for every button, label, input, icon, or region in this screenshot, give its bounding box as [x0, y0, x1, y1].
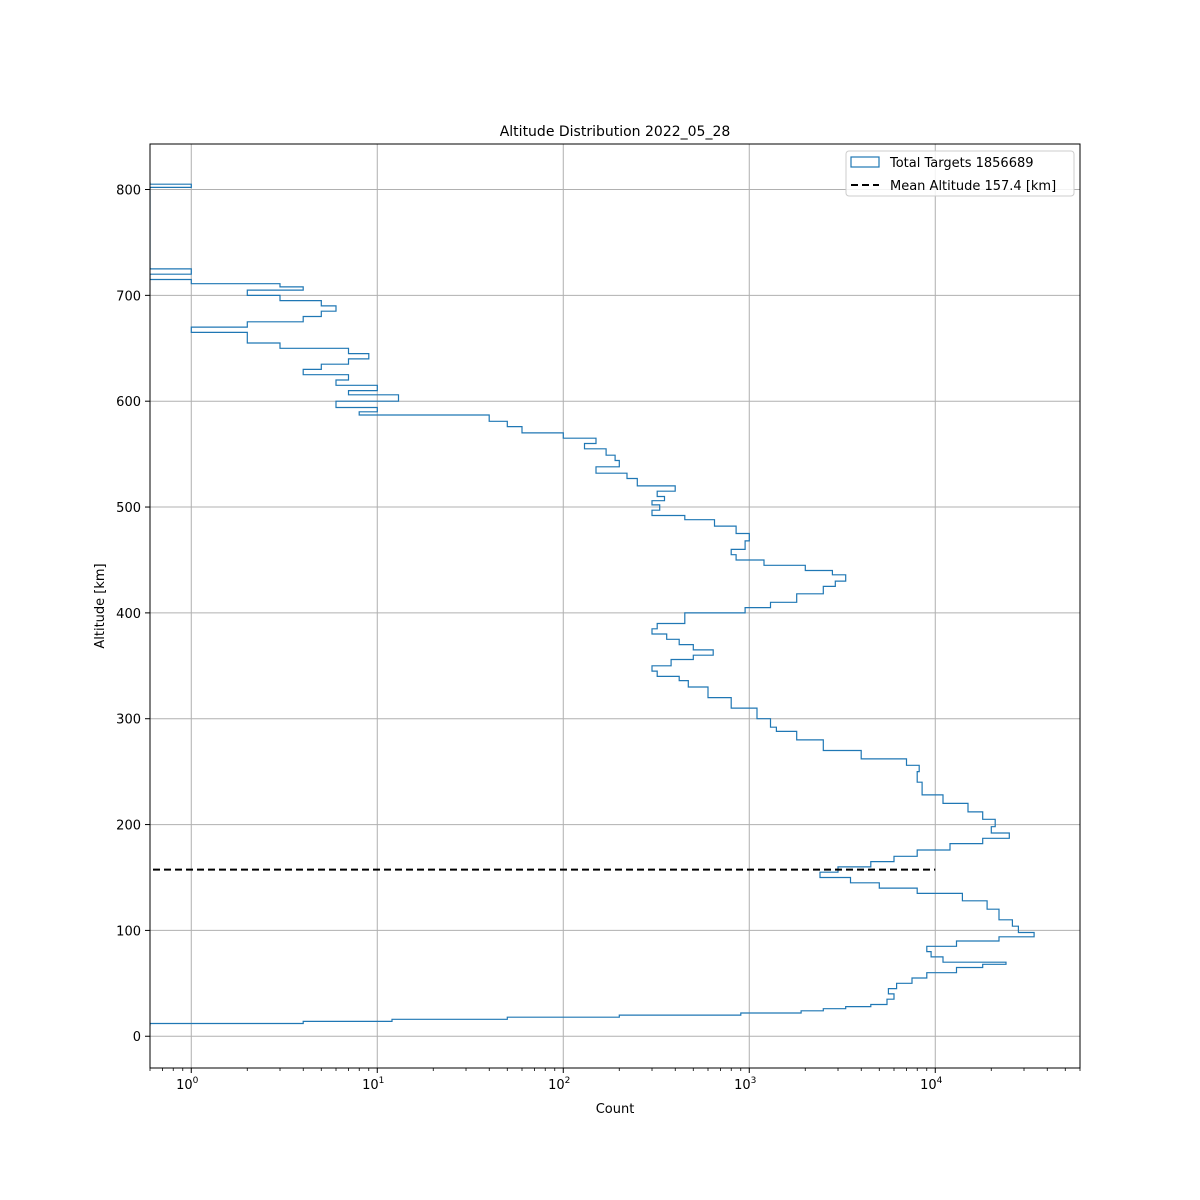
x-axis-label: Count — [596, 1102, 635, 1117]
legend: Total Targets 1856689 Mean Altitude 157.4… — [845, 150, 1075, 197]
x-tick-label: 101 — [362, 1076, 384, 1093]
y-tick-label: 0 — [133, 1030, 141, 1045]
y-tick-label: 700 — [116, 289, 141, 304]
series-layer — [150, 182, 1035, 1026]
legend-label: Mean Altitude 157.4 [km] — [890, 179, 1056, 194]
x-tick-label: 103 — [734, 1076, 756, 1093]
y-tick-label: 600 — [116, 395, 141, 410]
y-tick-label: 400 — [116, 607, 141, 622]
axes: 100 101 102 103 104 0 100 200 300 400 500 600 700 800 — [116, 143, 1081, 1093]
y-tick-label: 100 — [116, 924, 141, 939]
y-axis-label: Altitude [km] — [93, 563, 108, 648]
y-tick-label: 200 — [116, 819, 141, 834]
grid-lines — [150, 144, 1080, 1068]
y-tick-label: 500 — [116, 501, 141, 516]
plot-frame — [149, 143, 1081, 1069]
x-tick-label: 104 — [920, 1076, 943, 1093]
y-tick-label: 800 — [116, 184, 141, 199]
x-tick-label: 100 — [176, 1076, 199, 1093]
histogram-step-series — [150, 182, 1035, 1026]
x-tick-label: 102 — [548, 1076, 570, 1093]
legend-swatch-histogram — [850, 156, 880, 168]
chart-title: Altitude Distribution 2022_05_28 — [500, 124, 731, 140]
y-tick-label: 300 — [116, 713, 141, 728]
legend-label: Total Targets 1856689 — [889, 156, 1034, 171]
legend-box — [845, 150, 1075, 197]
